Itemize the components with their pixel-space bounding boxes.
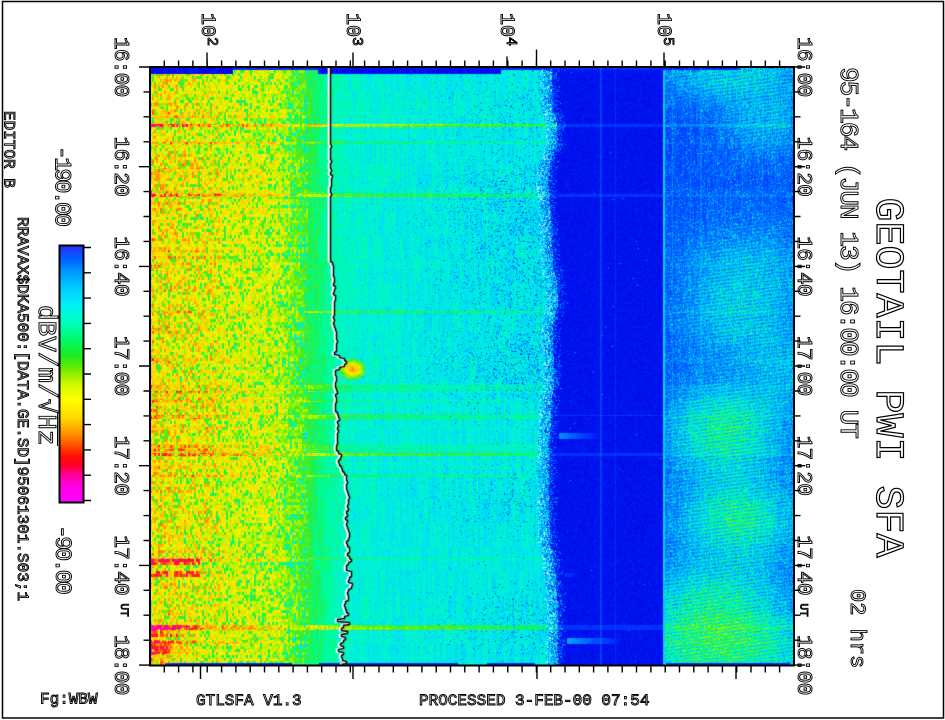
svg-text:17:00: 17:00 [791, 336, 814, 396]
svg-text:17:00: 17:00 [108, 336, 131, 396]
svg-text:16:20: 16:20 [791, 137, 814, 197]
svg-text:EDITOR B: EDITOR B [0, 111, 18, 188]
svg-text:17:20: 17:20 [108, 436, 131, 496]
svg-text:105: 105 [651, 13, 676, 46]
svg-text:103: 103 [340, 13, 365, 46]
svg-text:18:00: 18:00 [108, 635, 131, 695]
svg-text:102: 102 [195, 13, 220, 46]
svg-text:UT: UT [797, 604, 809, 618]
svg-text:16:40: 16:40 [108, 236, 131, 296]
svg-text:95-164 (JUN 13) 16:00:00 UT: 95-164 (JUN 13) 16:00:00 UT [833, 67, 863, 438]
svg-text:-190.00: -190.00 [49, 146, 75, 226]
svg-text:16:40: 16:40 [791, 236, 814, 296]
svg-text:UT: UT [117, 604, 129, 618]
svg-text:02 hrs: 02 hrs [844, 589, 869, 668]
svg-text:GTLSFA V1.3: GTLSFA V1.3 [196, 692, 302, 710]
svg-text:16:00: 16:00 [791, 37, 814, 97]
svg-text:Fg:WBW: Fg:WBW [40, 691, 98, 709]
svg-text:17:40: 17:40 [791, 535, 814, 595]
svg-text:104: 104 [494, 13, 519, 46]
svg-text:17:40: 17:40 [108, 535, 131, 595]
svg-text:16:00: 16:00 [108, 37, 131, 97]
svg-text:-90.00: -90.00 [49, 525, 75, 594]
svg-text:PROCESSED 3-FEB-00 07:54: PROCESSED 3-FEB-00 07:54 [419, 692, 649, 710]
svg-text:RRAVAX$DKA500:[DATA.GE.SD]9506: RRAVAX$DKA500:[DATA.GE.SD]95061301.S03;1 [13, 217, 31, 601]
svg-text:GEOTAIL PWI SFA: GEOTAIL PWI SFA [864, 198, 909, 558]
svg-text:18:00: 18:00 [791, 635, 814, 695]
svg-text:16:20: 16:20 [108, 137, 131, 197]
svg-text:dBV/m/√Hz: dBV/m/√Hz [31, 305, 61, 445]
svg-text:17:20: 17:20 [791, 436, 814, 496]
